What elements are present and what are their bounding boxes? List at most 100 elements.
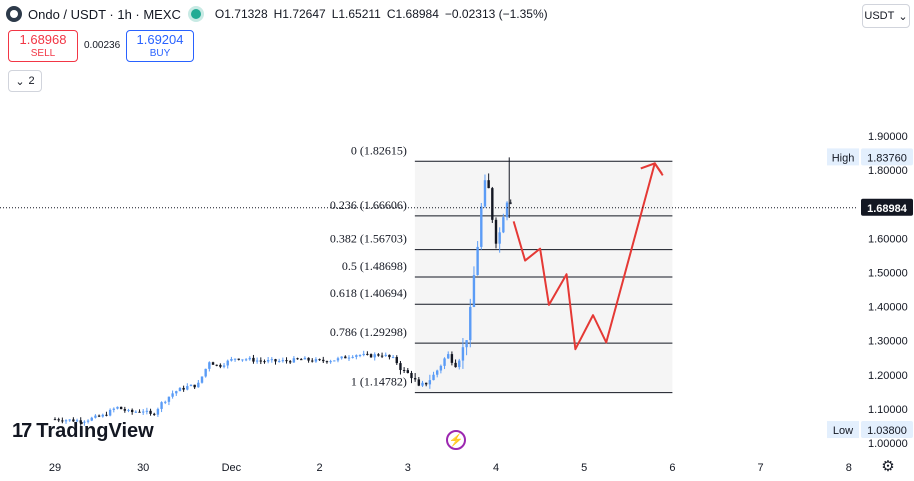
candle-body (116, 406, 119, 409)
tradingview-logo[interactable]: 17 TradingView (12, 420, 154, 443)
candle-body (340, 356, 343, 359)
candle-body (186, 386, 189, 390)
price-tick-label: 1.20000 (868, 370, 908, 382)
candle-body (83, 421, 86, 423)
candle-body (160, 402, 163, 409)
candle-body (200, 376, 204, 383)
candle-body (64, 420, 68, 422)
gear-icon[interactable]: ⚙ (881, 458, 895, 475)
candle-body (138, 411, 141, 413)
fib-level-label: 0.618 (1.40694) (330, 286, 407, 300)
candle-body (127, 409, 130, 411)
price-tick-label: 1.30000 (868, 336, 908, 348)
price-badge-bg (861, 148, 913, 166)
price-tick-label: 1.50000 (868, 268, 908, 280)
symbol-title[interactable]: Ondo / USDT · 1h · MEXC (28, 6, 181, 22)
change-value: −0.02313 (−1.35%) (444, 7, 548, 21)
indicators-toggle-button[interactable]: ⌄ 2 (8, 70, 42, 92)
candle-body (112, 408, 115, 410)
candle-body (333, 360, 336, 362)
candle-body (428, 380, 432, 385)
chevron-down-icon: ⌄ (898, 10, 908, 23)
time-tick-label: 7 (758, 462, 764, 474)
fib-level-label: 0.5 (1.48698) (342, 259, 407, 273)
candle-body (384, 354, 387, 357)
candle-body (465, 340, 468, 348)
candle-body (270, 359, 274, 361)
candle-body (505, 202, 509, 218)
candle-body (351, 356, 354, 358)
candle-body (289, 361, 292, 363)
fib-retracement: 0 (1.82615) 0.236 (1.66606) 0.382 (1.56703… (330, 143, 673, 394)
logo-text: TradingView (36, 420, 154, 442)
price-badge-value: 1.03800 (867, 425, 907, 437)
chevron-down-icon: ⌄ (15, 75, 25, 88)
chart-header: Ondo / USDT · 1h · MEXC O1.71328 H1.7264… (6, 4, 548, 24)
candle-body (266, 359, 270, 362)
candle-body (476, 246, 479, 276)
candle-body (53, 419, 57, 421)
candle-body (57, 419, 60, 421)
candle-body (494, 219, 498, 244)
candle-body (358, 355, 362, 357)
sell-button[interactable]: 1.68968 SELL (8, 30, 78, 62)
candle-body (413, 378, 417, 380)
price-badge-label-bg (827, 421, 859, 439)
candle-body (300, 359, 303, 361)
open-value: O1.71328 (214, 7, 268, 21)
candle-body (75, 420, 79, 422)
candle-body (424, 382, 428, 385)
price-badge-value: 1.83760 (867, 152, 907, 164)
candle-body (182, 387, 185, 390)
price-tick-label: 1.40000 (868, 302, 908, 314)
candle-body (377, 354, 380, 356)
candle-body (443, 358, 446, 366)
spread-value: 0.00236 (84, 40, 121, 51)
candle-body (391, 356, 395, 358)
fib-level-label: 1 (1.14782) (351, 375, 407, 389)
candle-body (219, 364, 222, 367)
currency-label: USDT (864, 10, 895, 22)
candle-body (233, 358, 237, 360)
candle-body (388, 354, 391, 358)
candle-body (325, 361, 329, 363)
candle-body (395, 356, 398, 364)
candle-body (123, 409, 127, 411)
flash-icon[interactable]: ⚡ (446, 430, 466, 450)
candle-body (369, 354, 373, 358)
market-open-icon (190, 9, 201, 19)
candle-body (244, 359, 248, 361)
candle-body (491, 188, 494, 220)
price-badge-label: High (832, 152, 855, 164)
candle-body (281, 360, 285, 362)
candle-body (211, 362, 215, 365)
candle-body (421, 382, 424, 386)
candle-body (105, 414, 108, 416)
candles (53, 157, 512, 426)
buy-price: 1.69204 (136, 32, 184, 47)
buy-button[interactable]: 1.69204 BUY (126, 30, 194, 62)
candle-body (454, 362, 457, 368)
currency-select[interactable]: USDT ⌄ (862, 4, 910, 28)
price-tick-label: 1.60000 (868, 233, 908, 245)
candle-body (119, 406, 123, 410)
time-tick-label: 6 (669, 462, 675, 474)
candle-body (399, 363, 402, 370)
candle-body (311, 360, 314, 362)
candle-body (255, 360, 259, 362)
candle-body (237, 358, 240, 360)
candle-body (79, 420, 82, 423)
close-value: C1.68984 (386, 7, 439, 21)
price-tick-label: 1.00000 (868, 438, 908, 450)
forecast-arrowhead (640, 162, 664, 176)
time-tick-label: 5 (581, 462, 587, 474)
candle-body (303, 357, 307, 360)
candle-body (145, 410, 149, 412)
time-tick-label: 3 (405, 462, 411, 474)
price-tick-label: 1.10000 (868, 404, 908, 416)
time-tick-label: 29 (49, 462, 61, 474)
candle-body (480, 206, 483, 247)
low-value: L1.65211 (331, 7, 381, 21)
price-tick-label: 1.90000 (868, 131, 908, 143)
